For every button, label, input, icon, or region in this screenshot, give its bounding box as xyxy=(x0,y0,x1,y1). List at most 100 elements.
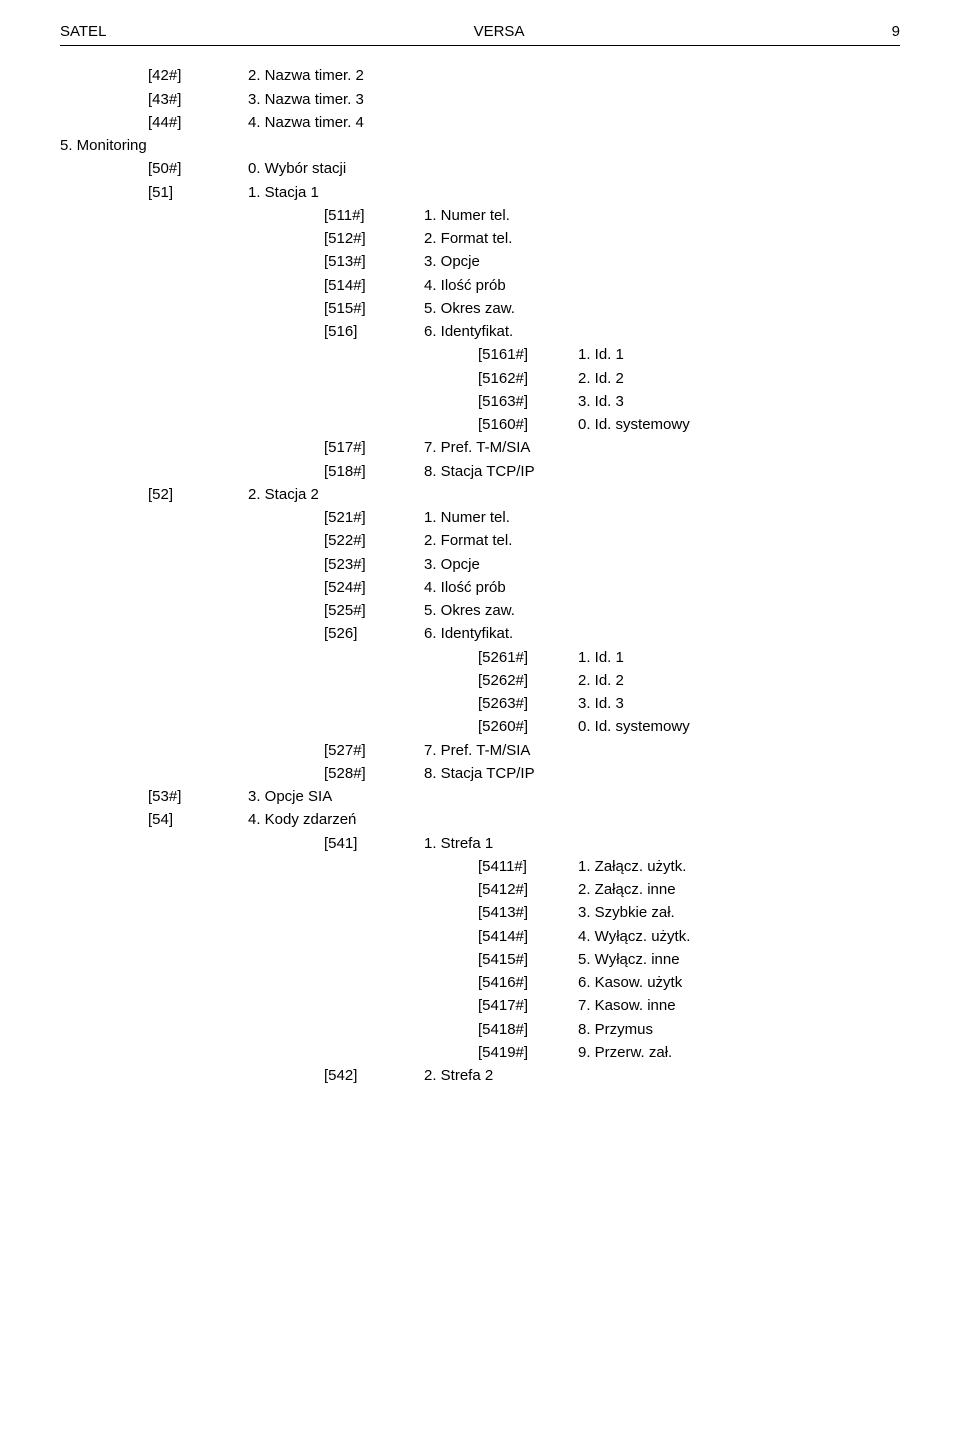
menu-code: [5415#] xyxy=(478,948,578,971)
menu-code: [514#] xyxy=(324,274,424,297)
menu-code: [50#] xyxy=(148,157,248,180)
menu-label: 2. Format tel. xyxy=(424,532,512,549)
menu-line: [511#]1. Numer tel. xyxy=(60,204,900,227)
menu-code: [5414#] xyxy=(478,925,578,948)
menu-code: [5418#] xyxy=(478,1018,578,1041)
menu-label: 5. Okres zaw. xyxy=(424,602,515,619)
menu-label: 4. Wyłącz. użytk. xyxy=(578,928,690,945)
menu-line: [44#]4. Nazwa timer. 4 xyxy=(60,111,900,134)
menu-line: [517#]7. Pref. T-M/SIA xyxy=(60,436,900,459)
menu-label: 2. Strefa 2 xyxy=(424,1067,493,1084)
menu-line: [541]1. Strefa 1 xyxy=(60,832,900,855)
menu-line: [522#]2. Format tel. xyxy=(60,529,900,552)
menu-label: 3. Nazwa timer. 3 xyxy=(248,91,364,108)
menu-code: [44#] xyxy=(148,111,248,134)
menu-line: [542]2. Strefa 2 xyxy=(60,1064,900,1087)
menu-code: [5261#] xyxy=(478,646,578,669)
menu-line: [54]4. Kody zdarzeń xyxy=(60,808,900,831)
menu-code: [518#] xyxy=(324,460,424,483)
menu-label: 1. Id. 1 xyxy=(578,346,624,363)
menu-code: [5161#] xyxy=(478,343,578,366)
menu-label: 1. Strefa 1 xyxy=(424,835,493,852)
menu-code: [5417#] xyxy=(478,994,578,1017)
menu-line: [5160#]0. Id. systemowy xyxy=(60,413,900,436)
menu-label: 7. Pref. T-M/SIA xyxy=(424,439,530,456)
menu-code: [526] xyxy=(324,622,424,645)
menu-label: 2. Załącz. inne xyxy=(578,881,676,898)
menu-line: [523#]3. Opcje xyxy=(60,553,900,576)
menu-code: [5412#] xyxy=(478,878,578,901)
menu-line: [5412#]2. Załącz. inne xyxy=(60,878,900,901)
menu-line: [525#]5. Okres zaw. xyxy=(60,599,900,622)
menu-code: [528#] xyxy=(324,762,424,785)
menu-label: 0. Id. systemowy xyxy=(578,718,690,735)
menu-line: [5418#]8. Przymus xyxy=(60,1018,900,1041)
menu-line: [52]2. Stacja 2 xyxy=(60,483,900,506)
menu-line: [5419#]9. Przerw. zał. xyxy=(60,1041,900,1064)
menu-code: [527#] xyxy=(324,739,424,762)
menu-label: 3. Id. 3 xyxy=(578,695,624,712)
menu-label: 8. Przymus xyxy=(578,1021,653,1038)
menu-label: 8. Stacja TCP/IP xyxy=(424,463,535,480)
menu-code: [52] xyxy=(148,483,248,506)
menu-code: [5160#] xyxy=(478,413,578,436)
menu-line: [5416#]6. Kasow. użytk xyxy=(60,971,900,994)
menu-line: [5163#]3. Id. 3 xyxy=(60,390,900,413)
menu-code: [5416#] xyxy=(478,971,578,994)
menu-line: [518#]8. Stacja TCP/IP xyxy=(60,460,900,483)
menu-line: [5413#]3. Szybkie zał. xyxy=(60,901,900,924)
menu-line: [42#]2. Nazwa timer. 2 xyxy=(60,64,900,87)
menu-label: 2. Id. 2 xyxy=(578,672,624,689)
menu-code: [54] xyxy=(148,808,248,831)
document-body: [42#]2. Nazwa timer. 2[43#]3. Nazwa time… xyxy=(60,64,900,1087)
menu-code: [5263#] xyxy=(478,692,578,715)
page-header: SATEL VERSA 9 xyxy=(60,20,900,46)
menu-line: 5. Monitoring xyxy=(60,134,900,157)
menu-label: 6. Identyfikat. xyxy=(424,323,513,340)
menu-code: [43#] xyxy=(148,88,248,111)
menu-line: [43#]3. Nazwa timer. 3 xyxy=(60,88,900,111)
menu-code: [524#] xyxy=(324,576,424,599)
menu-code: [5260#] xyxy=(478,715,578,738)
menu-line: [5162#]2. Id. 2 xyxy=(60,367,900,390)
menu-line: [514#]4. Ilość prób xyxy=(60,274,900,297)
menu-label: 3. Szybkie zał. xyxy=(578,904,675,921)
menu-label: 5. Wyłącz. inne xyxy=(578,951,680,968)
menu-label: 6. Identyfikat. xyxy=(424,625,513,642)
menu-line: [5260#]0. Id. systemowy xyxy=(60,715,900,738)
menu-code: [5419#] xyxy=(478,1041,578,1064)
menu-label: 5. Okres zaw. xyxy=(424,300,515,317)
menu-label: 7. Pref. T-M/SIA xyxy=(424,742,530,759)
menu-line: [528#]8. Stacja TCP/IP xyxy=(60,762,900,785)
menu-code: [5262#] xyxy=(478,669,578,692)
menu-label: 2. Format tel. xyxy=(424,230,512,247)
menu-line: [526]6. Identyfikat. xyxy=(60,622,900,645)
menu-label: 7. Kasow. inne xyxy=(578,997,676,1014)
menu-line: [527#]7. Pref. T-M/SIA xyxy=(60,739,900,762)
menu-label: 3. Id. 3 xyxy=(578,393,624,410)
menu-label: 0. Id. systemowy xyxy=(578,416,690,433)
menu-code: [542] xyxy=(324,1064,424,1087)
menu-label: 2. Stacja 2 xyxy=(248,486,319,503)
menu-line: [5414#]4. Wyłącz. użytk. xyxy=(60,925,900,948)
menu-code: [51] xyxy=(148,181,248,204)
menu-code: [513#] xyxy=(324,250,424,273)
menu-label: 4. Nazwa timer. 4 xyxy=(248,114,364,131)
menu-label: 2. Nazwa timer. 2 xyxy=(248,67,364,84)
menu-line: [53#]3. Opcje SIA xyxy=(60,785,900,808)
menu-code: [512#] xyxy=(324,227,424,250)
menu-code: [515#] xyxy=(324,297,424,320)
menu-label: 3. Opcje xyxy=(424,253,480,270)
menu-line: [5417#]7. Kasow. inne xyxy=(60,994,900,1017)
menu-code: [517#] xyxy=(324,436,424,459)
menu-label: 4. Kody zdarzeń xyxy=(248,811,356,828)
menu-line: [521#]1. Numer tel. xyxy=(60,506,900,529)
menu-line: [513#]3. Opcje xyxy=(60,250,900,273)
menu-label: 1. Stacja 1 xyxy=(248,184,319,201)
menu-label: 3. Opcje xyxy=(424,556,480,573)
menu-label: 3. Opcje SIA xyxy=(248,788,332,805)
menu-code: [42#] xyxy=(148,64,248,87)
menu-code: [525#] xyxy=(324,599,424,622)
menu-code: [523#] xyxy=(324,553,424,576)
menu-label: 0. Wybór stacji xyxy=(248,160,346,177)
